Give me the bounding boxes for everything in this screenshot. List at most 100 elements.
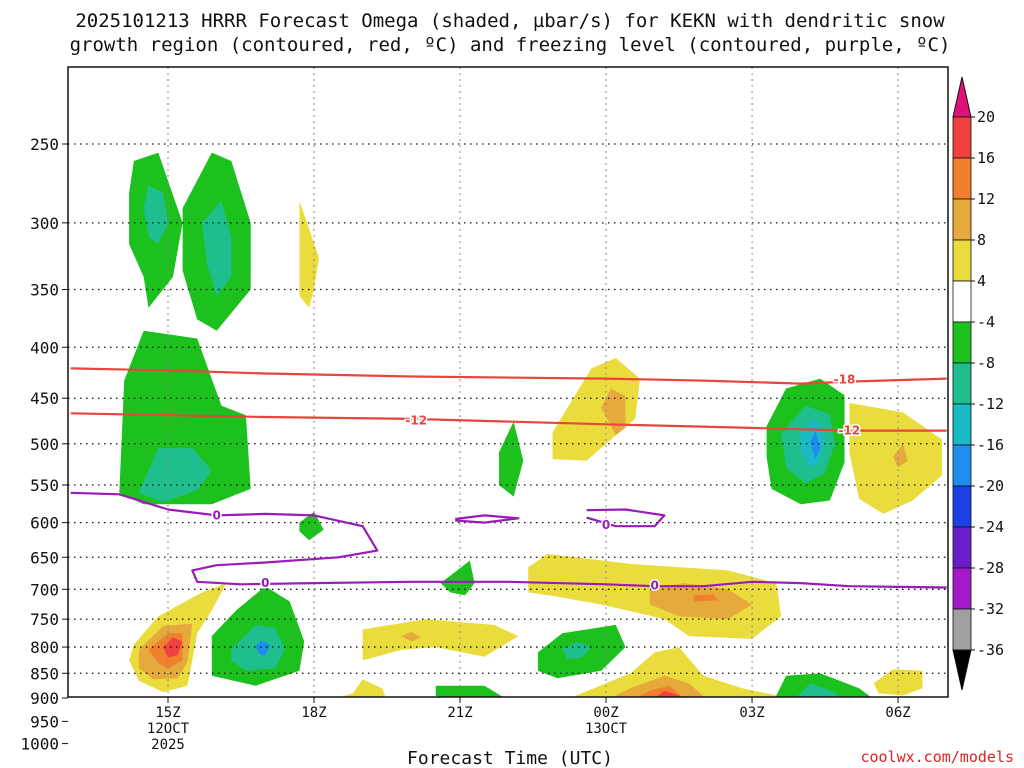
omega-region: [893, 443, 908, 468]
omega-region: [255, 640, 271, 656]
omega-region: [440, 560, 475, 596]
omega-region: [572, 647, 785, 697]
x-axis-label: Forecast Time (UTC): [407, 748, 613, 768]
x-tick-label: 15Z: [155, 705, 180, 721]
y-tick-label: 700: [30, 580, 59, 599]
colorbar-tick-label: 12: [977, 190, 995, 208]
plot-frame: [67, 66, 949, 698]
colorbar: 20 16 12 8 4 -4 -8 -12 -16 -20 -24 -28 -32 -36: [952, 76, 1004, 691]
colorbar-bin: [952, 116, 972, 159]
y-tick-label: 650: [30, 548, 59, 567]
colorbar-bin: [952, 76, 972, 118]
omega-region: [796, 683, 839, 697]
omega-region: [552, 358, 641, 461]
colorbar-tick-label: -28: [977, 559, 1004, 577]
omega-region: [163, 637, 183, 658]
colorbar-bin: [952, 485, 972, 528]
y-tick-label: 550: [30, 476, 59, 495]
chart-title-line1: 2025101213 HRRR Forecast Omega (shaded, …: [75, 10, 945, 32]
y-tick-label: 600: [30, 514, 59, 533]
contour-label: 0: [261, 576, 269, 590]
colorbar-bin: [952, 567, 972, 610]
x-tick-label: 00Z: [593, 705, 618, 721]
contour-label: -12: [839, 424, 861, 438]
omega-region: [143, 185, 168, 244]
colorbar-tick-label: 8: [977, 231, 986, 249]
colorbar-tick-label: -4: [977, 313, 995, 331]
omega-region: [340, 679, 386, 697]
x-tick-label: 2025: [151, 737, 185, 753]
colorbar-tick-label: -24: [977, 518, 1004, 536]
contour-label: 0: [651, 579, 659, 593]
y-tick-label: 900: [30, 689, 59, 708]
contour-label: -12: [405, 414, 427, 428]
omega-region: [338, 700, 377, 714]
omega-region: [362, 619, 519, 661]
colorbar-bin: [952, 608, 972, 651]
plot-area: -18 -12 -12 0 0 0 0: [68, 67, 948, 714]
colorbar-tick-label: 20: [977, 108, 995, 126]
omega-region: [775, 673, 871, 697]
omega-region: [138, 448, 212, 502]
x-tick-label: 12OCT: [147, 721, 190, 737]
axes: 250 300 350 400 450 500 550 600 650 700 750 800 850 9…: [20, 66, 949, 754]
freezing-contour: [70, 491, 947, 589]
y-tick-label: 450: [30, 389, 59, 408]
omega-region: [601, 388, 626, 435]
freezing-contour: [586, 508, 666, 528]
colorbar-tick-label: -20: [977, 477, 1004, 495]
contour-label: 0: [602, 518, 610, 532]
omega-region: [202, 200, 232, 296]
y-tick-label: 1000: [20, 735, 59, 754]
omega-region: [299, 511, 324, 541]
colorbar-tick-label: 4: [977, 272, 986, 290]
colorbar-bin: [952, 321, 972, 364]
colorbar-tick-label: -12: [977, 395, 1004, 413]
y-tick-label: 350: [30, 281, 59, 300]
y-tick-label: 950: [30, 712, 59, 731]
plot-inner: -18 -12 -12 0 0 0 0: [68, 67, 948, 714]
chart-title-line2: growth region (contoured, red, ºC) and f…: [70, 34, 951, 56]
colorbar-bin: [952, 239, 972, 282]
x-tick-label: 21Z: [447, 705, 472, 721]
y-tick-label: 800: [30, 638, 59, 657]
colorbar-bin: [952, 649, 972, 691]
omega-region: [435, 685, 504, 697]
colorbar-tick-label: -32: [977, 600, 1004, 618]
dgz-contour: [70, 412, 947, 432]
colorbar-bin: [952, 362, 972, 405]
colorbar-bin: [952, 198, 972, 241]
colorbar-tick-label: -8: [977, 354, 995, 372]
x-tick-label: 03Z: [739, 705, 764, 721]
contour-label: -18: [834, 373, 856, 387]
credit-text: coolwx.com/models: [860, 748, 1014, 766]
x-tick-label: 06Z: [885, 705, 910, 721]
y-tick-label: 400: [30, 338, 59, 357]
colorbar-tick-label: -36: [977, 641, 1004, 659]
omega-region: [810, 430, 821, 460]
colorbar-bin: [952, 444, 972, 487]
y-tick-label: 300: [30, 214, 59, 233]
omega-region: [562, 641, 592, 659]
colorbar-tick-label: 16: [977, 149, 995, 167]
omega-region: [499, 421, 524, 497]
y-tick-label: 250: [30, 135, 59, 154]
omega-region: [873, 669, 923, 696]
colorbar-bin: [952, 526, 972, 569]
omega-region: [299, 200, 319, 308]
dgz-contour: [70, 367, 947, 385]
omega-region: [612, 675, 705, 697]
x-tick-label: 13OCT: [585, 721, 628, 737]
omega-region: [401, 631, 422, 642]
colorbar-bin: [952, 403, 972, 446]
contour-label: 0: [212, 508, 220, 522]
y-tick-label: 850: [30, 664, 59, 683]
colorbar-tick-label: -16: [977, 436, 1004, 454]
omega-region: [119, 330, 251, 505]
freezing-contour: [455, 514, 520, 524]
x-tick-label: 18Z: [301, 705, 326, 721]
y-tick-label: 500: [30, 435, 59, 454]
colorbar-bin: [952, 157, 972, 200]
y-tick-label: 750: [30, 610, 59, 629]
